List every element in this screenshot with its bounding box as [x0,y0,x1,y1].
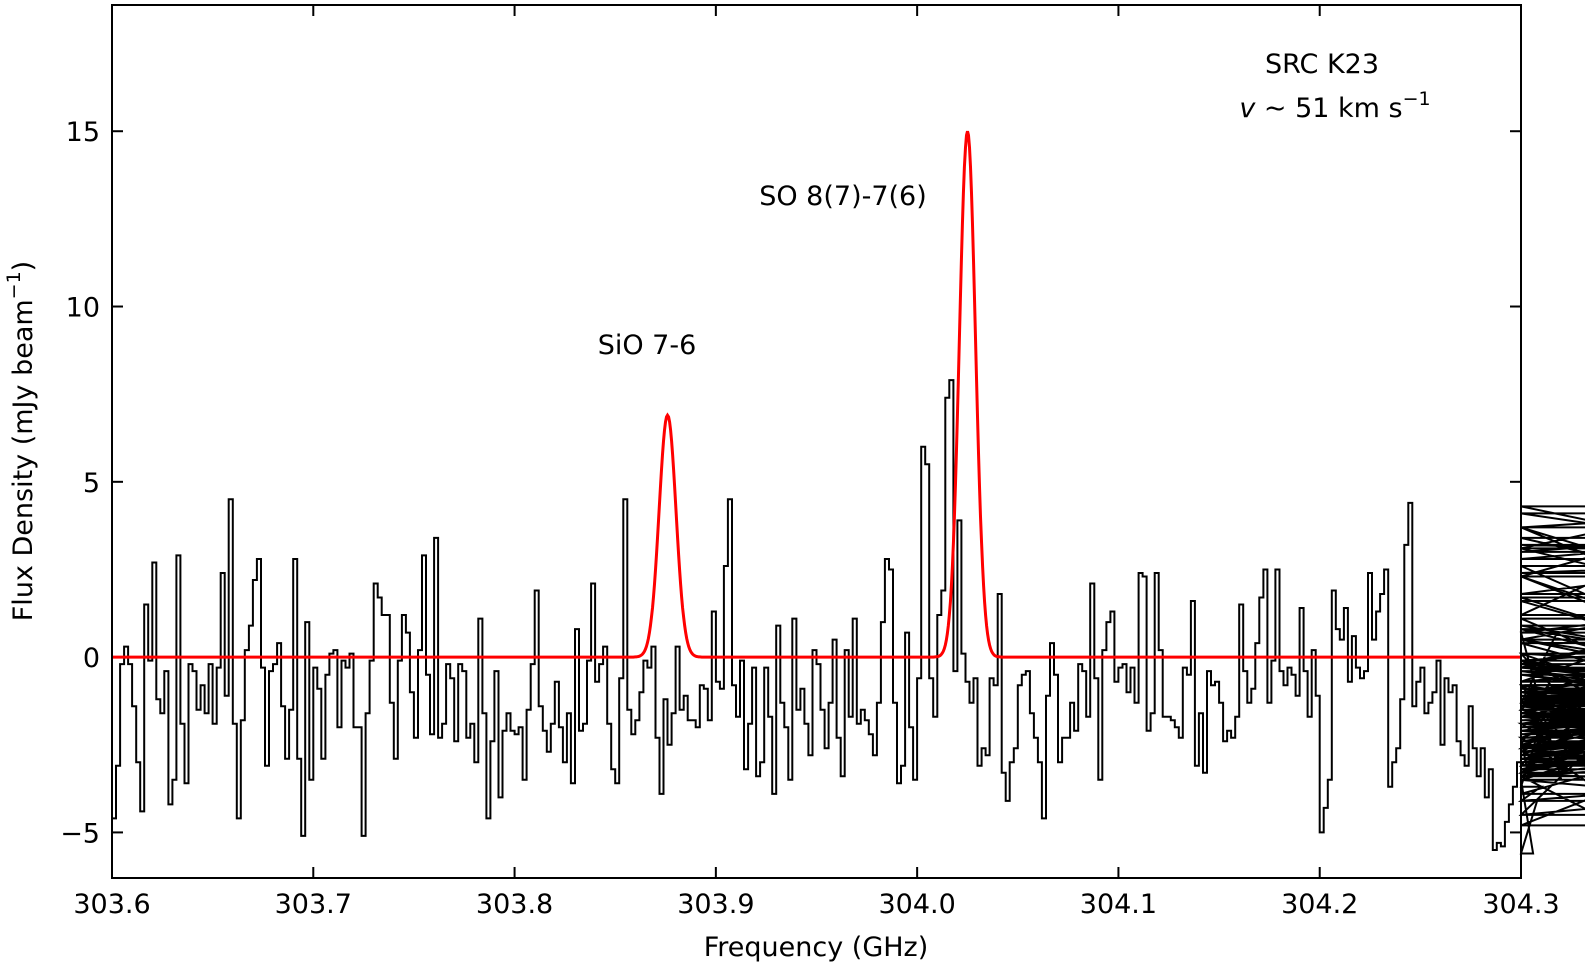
x-tick-label: 303.8 [476,889,553,920]
source-label: SRC K23 [1265,49,1379,80]
plot-frame [111,4,1522,879]
x-tick-label: 303.7 [275,889,352,920]
ticks-layer [111,5,1522,878]
y-axis-title-close: ) [8,261,39,272]
x-tick-label: 304.3 [1482,889,1559,920]
spectrum-step-series [112,379,1585,855]
velocity-label: v ∼ 51 km s−1 [1239,88,1430,124]
data-layer [112,130,1585,855]
velocity-unit-sup: −1 [1403,88,1431,110]
line-label-sio: SiO 7-6 [598,330,697,361]
y-axis-title: Flux Density (mJy beam−1) [3,261,39,621]
x-tick-label: 304.0 [878,889,955,920]
velocity-symbol: v [1239,93,1256,124]
y-tick-label: 0 [83,643,100,674]
y-axis-title-main: Flux Density (mJy beam [8,299,39,621]
y-axis-title-sup: −1 [3,271,25,299]
x-axis-title: Frequency (GHz) [704,932,929,963]
y-tick-labels: −5 0 5 10 15 [60,117,100,849]
line-label-so: SO 8(7)-7(6) [759,181,927,212]
x-tick-labels: 303.6 303.7 303.8 303.9 304.0 304.1 304.2 304.3 [73,889,1559,920]
y-tick-label: 10 [66,293,100,324]
gaussian-fit-series [112,130,1521,659]
x-tick-label: 304.1 [1080,889,1157,920]
velocity-value: ∼ 51 km s [1255,93,1402,124]
y-tick-label: 5 [83,468,100,499]
y-tick-label: −5 [60,818,100,849]
y-tick-label: 15 [66,117,100,148]
x-tick-label: 303.6 [73,889,150,920]
x-tick-label: 303.9 [677,889,754,920]
x-tick-label: 304.2 [1281,889,1358,920]
